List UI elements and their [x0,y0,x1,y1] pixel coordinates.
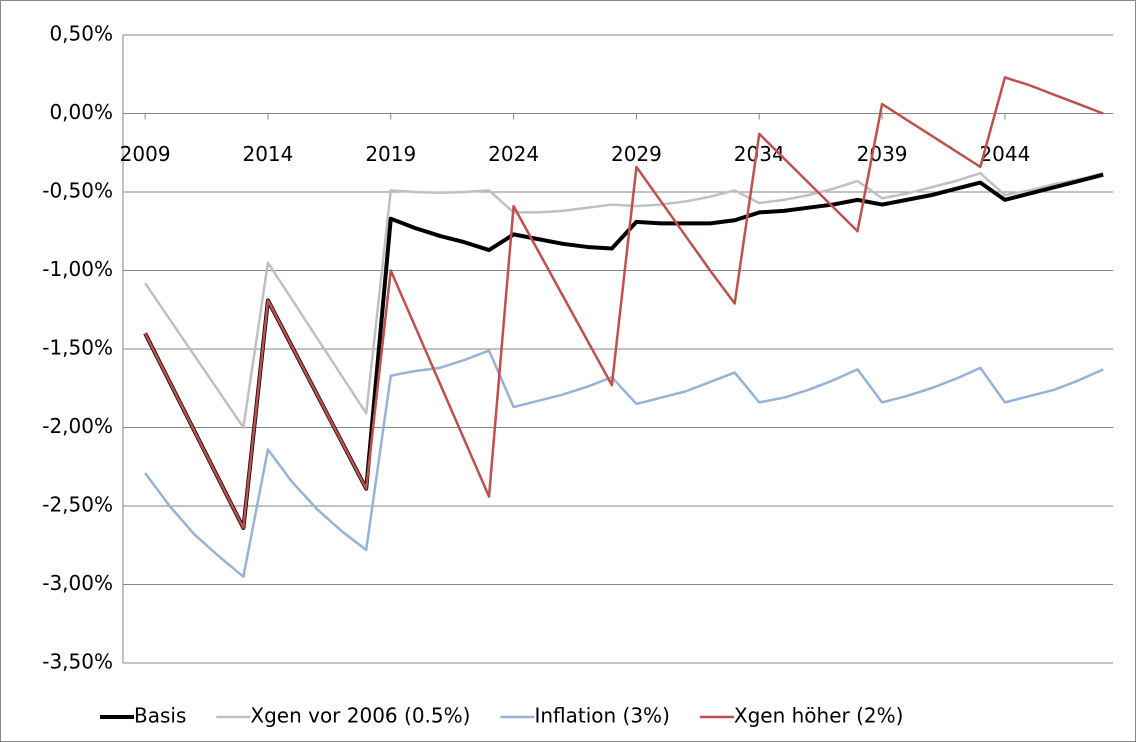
y-tick-label: -1,50% [42,336,113,360]
series-line [144,349,1104,578]
x-tick-label: 2009 [120,142,171,166]
legend-label: Inflation (3%) [534,704,669,728]
x-tick-label: 2024 [488,142,539,166]
y-tick-label: 0,00% [49,100,113,124]
y-tick-label: -2,50% [42,493,113,517]
x-tick-label: 2029 [611,142,662,166]
legend-label: Xgen höher (2%) [734,704,904,728]
y-tick-label: -3,50% [42,650,113,674]
x-tick-label: 2044 [979,142,1030,166]
series-line [144,171,1104,429]
y-tick-label: -1,00% [42,257,113,281]
y-tick-label: -2,00% [42,414,113,438]
x-tick-label: 2034 [734,142,785,166]
legend-label: Basis [134,704,186,728]
x-tick-label: 2014 [242,142,293,166]
series-line [143,76,1104,530]
x-tick-label: 2019 [365,142,416,166]
x-tick-label: 2039 [857,142,908,166]
legend-label: Xgen vor 2006 (0.5%) [250,704,470,728]
y-tick-label: -0,50% [42,179,113,203]
y-tick-label: 0,50% [49,22,113,46]
y-tick-label: -3,00% [42,571,113,595]
